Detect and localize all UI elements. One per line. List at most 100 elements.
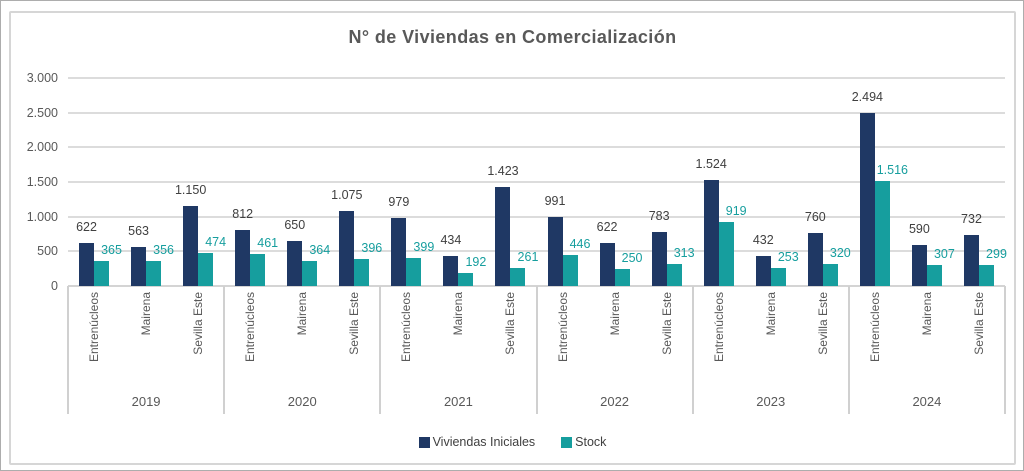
bar-viviendas-iniciales xyxy=(963,235,979,286)
gridline xyxy=(68,215,1005,218)
value-label-viviendas-iniciales: 622 xyxy=(76,219,97,234)
value-label-stock: 1.516 xyxy=(876,162,908,177)
legend-label: Stock xyxy=(575,435,607,449)
bar-stock xyxy=(822,263,838,286)
value-label-stock: 313 xyxy=(673,246,695,261)
bar-stock xyxy=(978,265,994,286)
bar-viviendas-iniciales xyxy=(599,242,615,286)
gridline xyxy=(68,250,1005,253)
bar-viviendas-iniciales xyxy=(651,231,667,286)
value-label-stock: 320 xyxy=(829,245,851,260)
legend-label: Viviendas Iniciales xyxy=(432,435,536,449)
value-label-stock: 356 xyxy=(153,243,175,258)
axis-group-divider xyxy=(67,286,69,414)
bar-viviendas-iniciales xyxy=(703,180,719,286)
year-label: 2023 xyxy=(756,394,786,409)
value-label-viviendas-iniciales: 590 xyxy=(908,222,930,237)
legend-item: Stock xyxy=(561,435,606,449)
value-label-stock: 919 xyxy=(725,204,747,219)
bar-viviendas-iniciales xyxy=(443,255,459,286)
y-axis-tick-label: 3.000 xyxy=(26,71,58,85)
year-label: 2021 xyxy=(443,394,473,409)
axis-group-divider xyxy=(223,286,226,414)
value-label-viviendas-iniciales: 1.524 xyxy=(695,157,727,172)
axis-group-divider xyxy=(691,286,694,414)
value-label-stock: 446 xyxy=(569,237,591,252)
category-label: Sevilla Este xyxy=(971,292,986,355)
y-axis-tick-label: 1.500 xyxy=(26,175,58,189)
category-label: Sevilla Este xyxy=(347,292,362,355)
year-label: 2020 xyxy=(287,394,317,409)
y-axis-tick-label: 500 xyxy=(37,244,58,259)
axis-group-divider xyxy=(379,286,382,414)
category-label: Entrenúcleos xyxy=(711,292,726,363)
value-label-viviendas-iniciales: 760 xyxy=(804,210,826,225)
category-label: Mairena xyxy=(763,292,778,336)
axis-group-divider xyxy=(847,286,850,414)
bar-viviendas-iniciales xyxy=(131,246,147,286)
bar-viviendas-iniciales xyxy=(391,218,407,286)
value-label-viviendas-iniciales: 563 xyxy=(128,223,150,238)
value-label-stock: 461 xyxy=(257,236,279,251)
bar-viviendas-iniciales xyxy=(547,217,563,286)
category-label: Sevilla Este xyxy=(815,292,830,355)
y-axis-tick-label: 2.000 xyxy=(26,140,58,155)
value-label-stock: 474 xyxy=(205,235,227,250)
legend: Viviendas Iniciales Stock xyxy=(11,435,1014,449)
axis-group-divider xyxy=(1004,286,1006,414)
bar-viviendas-iniciales xyxy=(807,233,823,286)
value-label-stock: 250 xyxy=(621,250,643,265)
value-label-viviendas-iniciales: 783 xyxy=(648,208,670,223)
bar-viviendas-iniciales xyxy=(287,240,303,286)
value-label-stock: 307 xyxy=(933,246,955,261)
value-label-viviendas-iniciales: 622 xyxy=(596,219,618,234)
value-label-viviendas-iniciales: 2.494 xyxy=(851,90,883,105)
bar-stock xyxy=(458,272,474,286)
category-label: Mairena xyxy=(295,292,310,336)
bar-stock xyxy=(562,255,578,286)
value-label-viviendas-iniciales: 1.423 xyxy=(487,164,519,179)
bar-stock xyxy=(614,268,630,286)
bar-viviendas-iniciales xyxy=(79,242,95,286)
bar-stock xyxy=(406,258,422,286)
gridline xyxy=(68,181,1005,183)
value-label-stock: 192 xyxy=(465,254,487,269)
year-label: 2019 xyxy=(131,394,161,409)
value-label-stock: 364 xyxy=(309,242,331,257)
category-label: Mairena xyxy=(607,292,622,336)
bar-stock xyxy=(302,260,318,286)
value-label-viviendas-iniciales: 650 xyxy=(284,217,306,232)
category-label: Entrenúcleos xyxy=(243,292,258,363)
value-label-stock: 396 xyxy=(361,240,383,255)
bar-stock xyxy=(198,253,214,286)
value-label-viviendas-iniciales: 812 xyxy=(232,206,254,221)
category-label: Sevilla Este xyxy=(659,292,674,355)
y-axis-tick-label: 1.000 xyxy=(26,209,58,224)
bar-viviendas-iniciales xyxy=(495,187,511,286)
category-label: Sevilla Este xyxy=(191,292,206,355)
gridline xyxy=(68,146,1005,149)
bar-stock xyxy=(718,222,734,286)
bar-viviendas-iniciales xyxy=(183,206,199,286)
bar-stock xyxy=(354,258,370,286)
category-label: Mairena xyxy=(451,292,466,336)
year-label: 2022 xyxy=(600,394,630,409)
bar-stock xyxy=(666,264,682,286)
category-label: Sevilla Este xyxy=(503,292,518,355)
value-label-stock: 365 xyxy=(101,242,122,257)
value-label-stock: 253 xyxy=(777,250,799,265)
y-axis-tick-label: 0 xyxy=(51,279,58,293)
category-label: Entrenúcleos xyxy=(399,292,414,363)
bar-stock xyxy=(770,268,786,286)
bar-stock xyxy=(926,264,942,286)
category-label: Entrenúcleos xyxy=(87,292,102,363)
gridline xyxy=(68,77,1005,79)
value-label-stock: 261 xyxy=(517,249,539,264)
value-label-viviendas-iniciales: 1.150 xyxy=(174,183,207,198)
value-label-viviendas-iniciales: 1.075 xyxy=(331,188,363,203)
bar-viviendas-iniciales xyxy=(235,229,251,286)
bar-viviendas-iniciales xyxy=(755,256,771,286)
bar-stock xyxy=(510,267,526,286)
value-label-viviendas-iniciales: 434 xyxy=(440,232,462,247)
